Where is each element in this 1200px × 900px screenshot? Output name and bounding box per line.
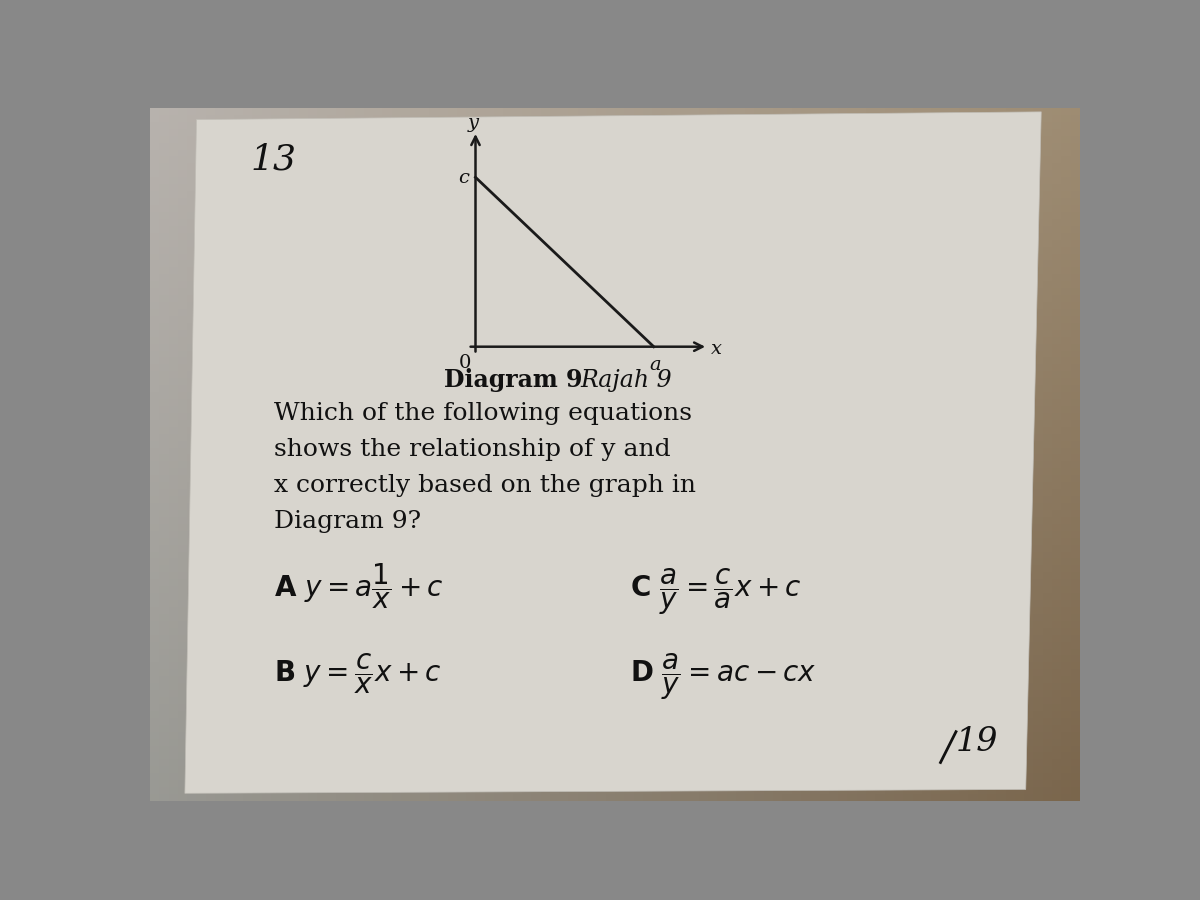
Polygon shape xyxy=(185,112,1042,793)
Text: x correctly based on the graph in: x correctly based on the graph in xyxy=(274,474,696,497)
Text: $\mathbf{A}$ $y=a\dfrac{1}{x}+c$: $\mathbf{A}$ $y=a\dfrac{1}{x}+c$ xyxy=(274,562,444,611)
Text: Rajah 9: Rajah 9 xyxy=(580,369,672,392)
Text: Which of the following equations: Which of the following equations xyxy=(274,401,692,425)
Text: 19: 19 xyxy=(956,726,998,758)
Text: $\mathbf{C}$ $\dfrac{a}{y}=\dfrac{c}{a}x+c$: $\mathbf{C}$ $\dfrac{a}{y}=\dfrac{c}{a}x… xyxy=(630,566,802,617)
Text: Diagram 9: Diagram 9 xyxy=(444,368,600,392)
Text: $\mathbf{D}$ $\dfrac{a}{y}=ac-cx$: $\mathbf{D}$ $\dfrac{a}{y}=ac-cx$ xyxy=(630,652,817,702)
Text: $\mathbf{B}$ $y=\dfrac{c}{x}x+c$: $\mathbf{B}$ $y=\dfrac{c}{x}x+c$ xyxy=(274,652,442,696)
Text: 0: 0 xyxy=(458,355,470,373)
Text: a: a xyxy=(649,356,661,373)
Text: Diagram 9?: Diagram 9? xyxy=(274,510,421,534)
Text: x: x xyxy=(712,340,722,358)
Text: 13: 13 xyxy=(251,142,296,176)
Text: c: c xyxy=(458,169,469,187)
Text: shows the relationship of y and: shows the relationship of y and xyxy=(274,438,671,461)
Text: y: y xyxy=(468,114,479,132)
